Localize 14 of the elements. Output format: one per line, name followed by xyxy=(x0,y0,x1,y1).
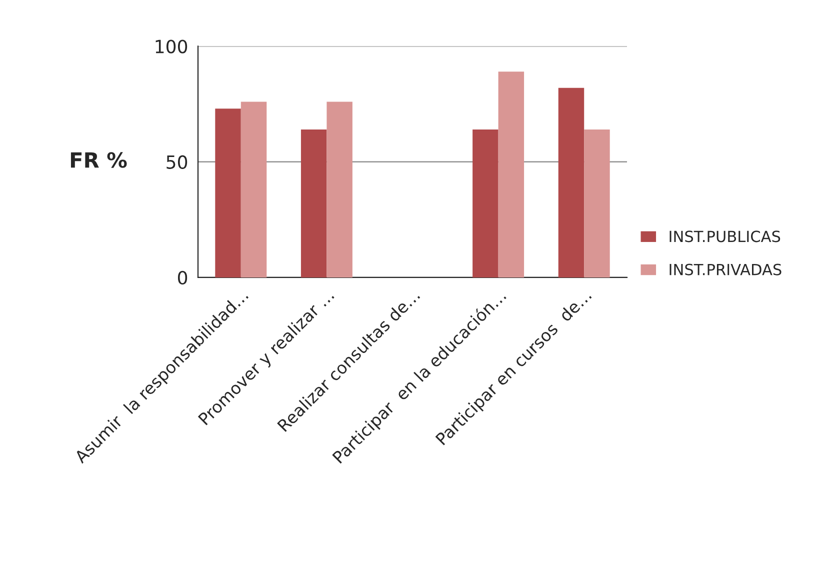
bar xyxy=(300,129,327,278)
y-axis-title: FR % xyxy=(70,152,127,168)
bar xyxy=(326,102,352,278)
bar xyxy=(584,129,610,278)
legend-label: INST.PUBLICAS xyxy=(670,230,780,242)
legend-label: INST.PRIVADAS xyxy=(670,264,782,276)
bar xyxy=(215,108,241,278)
bar xyxy=(240,102,267,278)
y-tick-label: 50 xyxy=(166,155,188,169)
bar xyxy=(498,72,524,278)
bar xyxy=(472,129,498,278)
y-tick-label: 0 xyxy=(178,270,188,285)
bar xyxy=(558,88,584,278)
y-tick-label: 100 xyxy=(156,40,188,54)
